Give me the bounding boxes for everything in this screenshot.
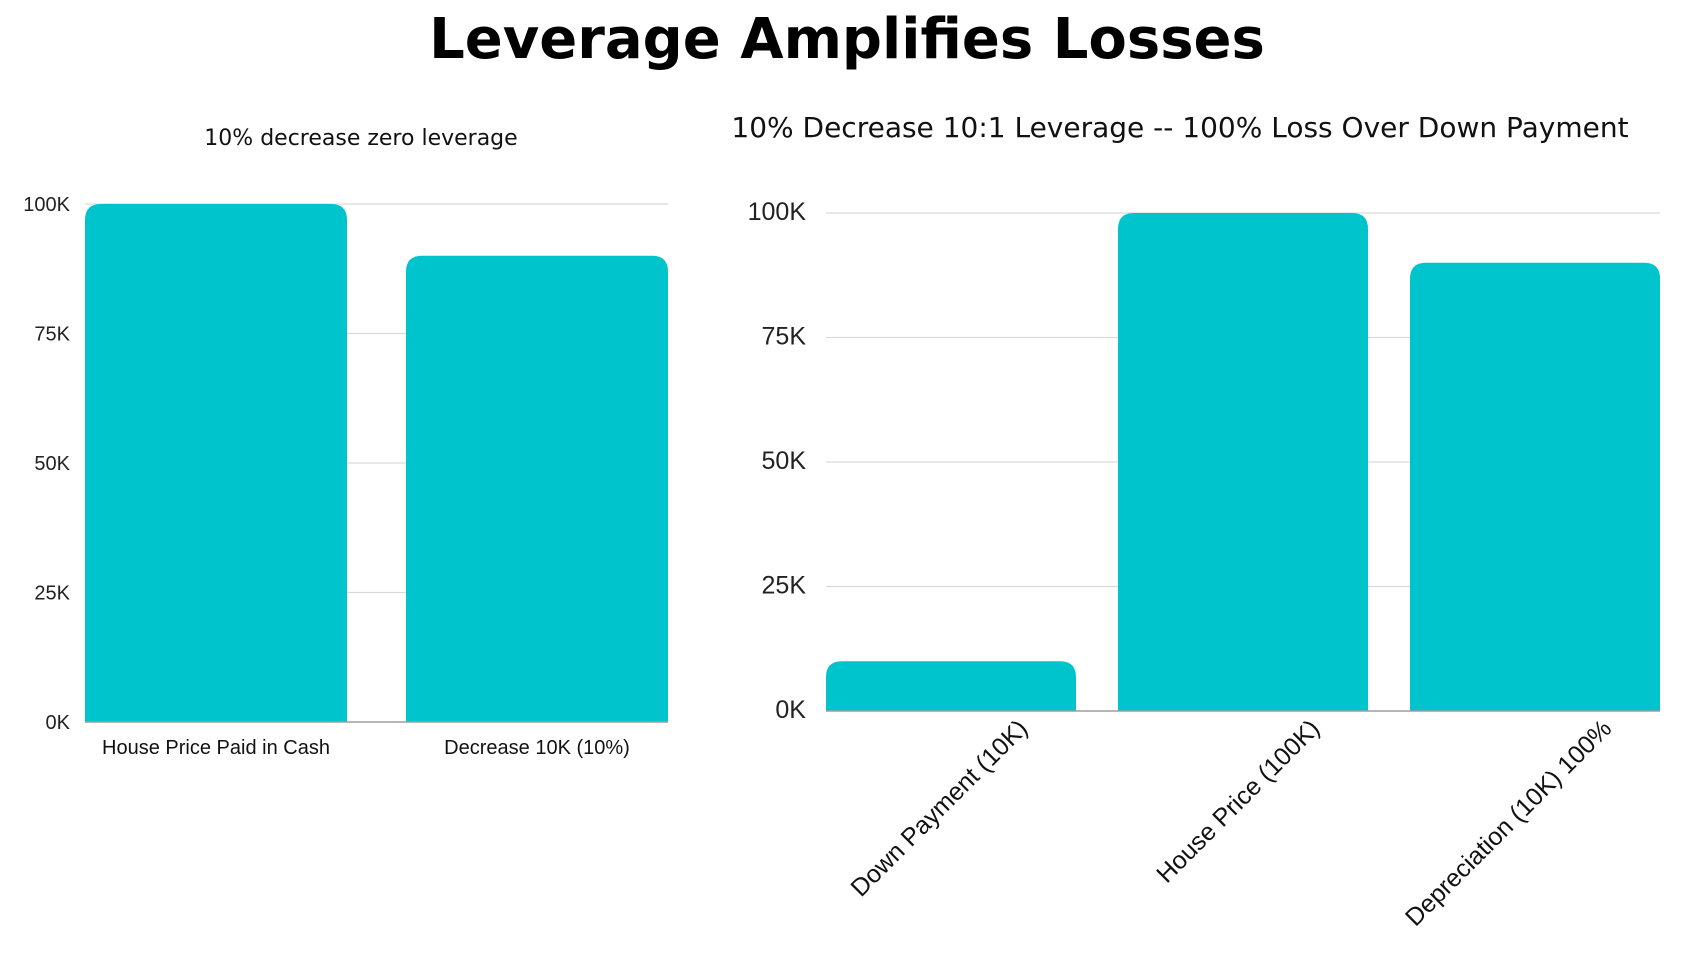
chart-1: 10% decrease zero leverage 0K 25K 50K 75K 100… — [23, 126, 668, 759]
bar — [85, 204, 347, 722]
y-tick-label: 50K — [34, 453, 70, 475]
chart-title: 10% Decrease 10:1 Leverage -- 100% Loss … — [731, 111, 1628, 144]
x-tick-label: House Price (100K) — [1151, 714, 1325, 888]
page-title: Leverage Amplifies Losses — [429, 7, 1265, 72]
y-tick-label: 100K — [23, 194, 70, 216]
y-tick-label: 75K — [762, 323, 807, 351]
bar — [826, 661, 1076, 711]
chart-title: 10% decrease zero leverage — [204, 126, 517, 151]
y-tick-label: 0K — [775, 696, 806, 724]
y-tick-label: 75K — [34, 324, 70, 346]
bar — [406, 255, 668, 723]
y-tick-label: 100K — [748, 198, 807, 226]
y-tick-label: 25K — [34, 583, 70, 605]
x-tick-label: Decrease 10K (10%) — [444, 737, 630, 759]
y-tick-label: 0K — [46, 712, 71, 734]
bar — [1118, 213, 1368, 711]
y-tick-label: 50K — [762, 447, 807, 475]
x-tick-label: Down Payment (10K) — [845, 714, 1033, 902]
x-tick-label: House Price Paid in Cash — [102, 737, 330, 759]
x-tick-label: Depreciation (10K) 100% — [1400, 714, 1617, 931]
chart-2: 10% Decrease 10:1 Leverage -- 100% Loss … — [731, 111, 1660, 932]
bar — [1410, 262, 1660, 711]
y-tick-label: 25K — [762, 572, 807, 600]
